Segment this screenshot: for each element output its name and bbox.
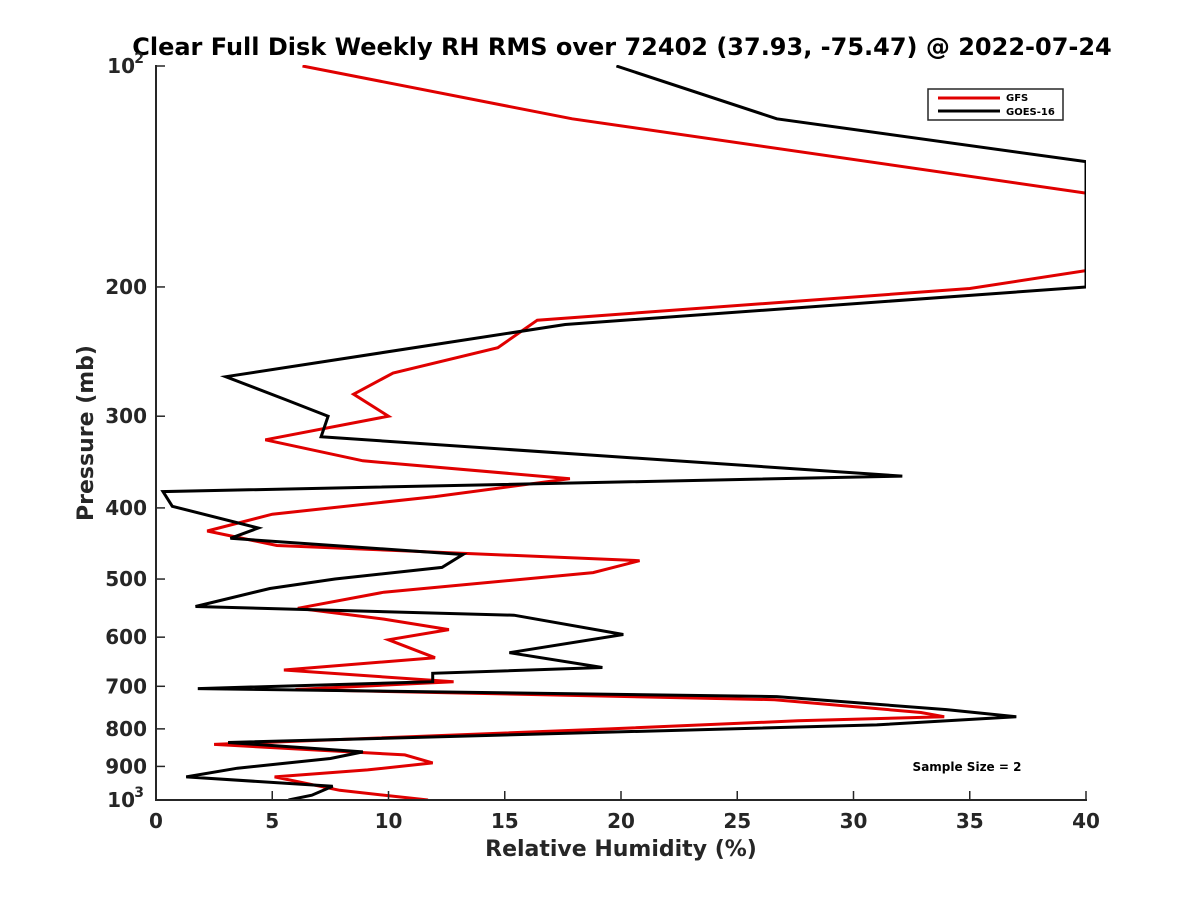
y-tick-label: 400: [105, 496, 147, 520]
y-tick-label: 700: [105, 674, 147, 698]
y-tick-label: 500: [105, 567, 147, 591]
legend-label-gfs: GFS: [1006, 93, 1028, 104]
x-tick-label: 5: [265, 809, 279, 833]
y-tick-label: 300: [105, 404, 147, 428]
chart-title: Clear Full Disk Weekly RH RMS over 72402…: [132, 33, 1112, 61]
x-tick-label: 35: [956, 809, 984, 833]
x-tick-label: 0: [149, 809, 163, 833]
y-tick-label: 10: [107, 54, 135, 78]
y-tick-label: 10: [107, 788, 135, 812]
y-tick-label: 200: [105, 275, 147, 299]
x-axis-label: Relative Humidity (%): [485, 837, 757, 862]
x-tick-label: 20: [607, 809, 635, 833]
y-tick-label: 600: [105, 625, 147, 649]
x-tick-label: 40: [1072, 809, 1100, 833]
legend: GFS GOES-16: [927, 88, 1064, 121]
y-tick-exponent: 3: [134, 785, 144, 801]
legend-label-goes-16: GOES-16: [1006, 107, 1055, 118]
series-layer: [160, 65, 1086, 801]
plot-area: 0 5 10 15 20 25 30 35 40 21020030040050060070080…: [105, 51, 1100, 833]
y-tick-exponent: 2: [134, 51, 144, 67]
sample-size-annotation: Sample Size = 2: [913, 760, 1022, 774]
x-tick-label: 10: [375, 809, 403, 833]
y-tick-label: 800: [105, 717, 147, 741]
y-tick-label: 900: [105, 754, 147, 778]
x-axis-ticks: 0 5 10 15 20 25 30 35 40: [149, 791, 1100, 833]
plot-background: [156, 66, 1086, 800]
x-tick-label: 30: [840, 809, 868, 833]
y-axis-label: Pressure (mb): [74, 345, 99, 521]
series-line-goes-16: [160, 65, 1086, 801]
x-tick-label: 15: [491, 809, 519, 833]
legend-box: [927, 88, 1064, 121]
x-tick-label: 25: [723, 809, 751, 833]
